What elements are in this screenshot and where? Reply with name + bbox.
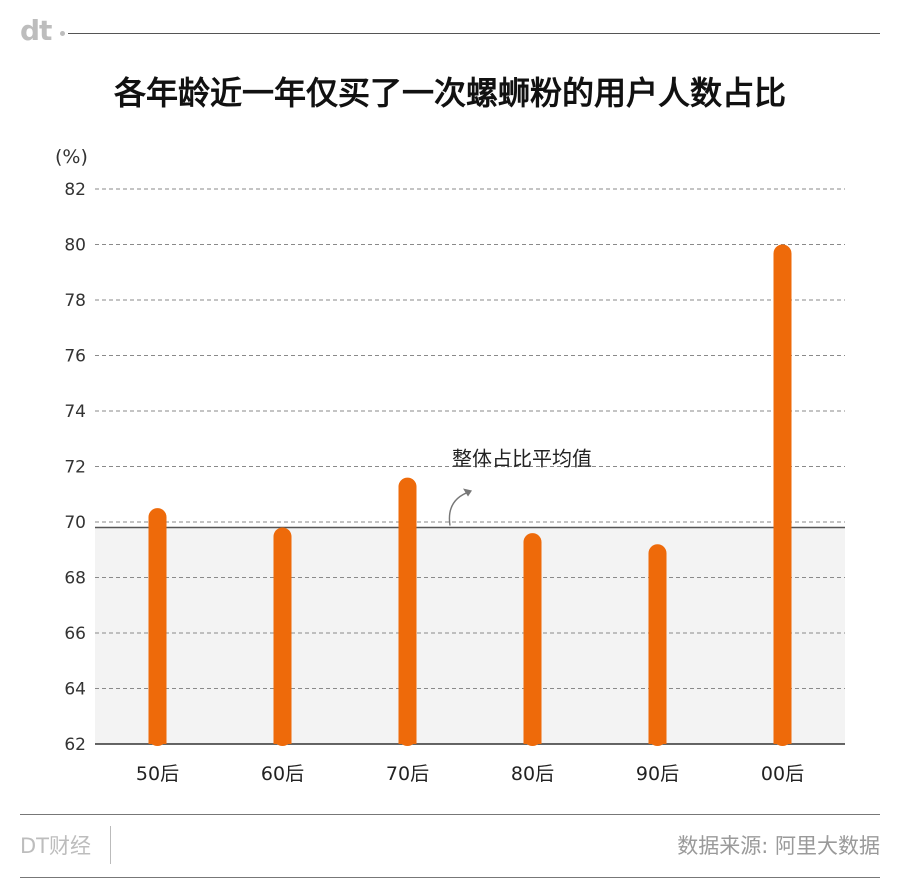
footer-brand: DT财经 [20,834,91,858]
logo-dot [60,31,65,36]
y-axis-ticks: 62 64 66 68 70 72 74 76 78 80 82 [64,180,86,755]
bar-base [773,726,792,744]
bar [148,508,167,746]
x-tick-label: 00后 [761,763,804,785]
page-title: 各年龄近一年仅买了一次螺蛳粉的用户人数占比 [113,74,786,112]
header: dt [0,0,900,60]
bar-chart: 62 64 66 68 70 72 74 76 78 80 82 (%) 50后 60后 70后 80后 9… [55,146,845,785]
data-source: 数据来源: 阿里大数据 [677,834,880,858]
y-tick-label: 80 [64,236,86,256]
bars [148,244,792,746]
y-tick-label: 68 [64,569,86,589]
bar [398,477,417,746]
y-tick-label: 70 [64,513,86,533]
average-band [95,527,845,744]
average-label: 整体占比平均值 [452,447,592,471]
y-tick-label: 74 [64,402,86,422]
x-tick-label: 90后 [636,763,679,785]
x-tick-label: 80后 [511,763,554,785]
bar [648,544,667,746]
footer-divider [110,826,111,864]
bar [523,533,542,746]
dt-logo: dt [20,14,52,47]
average-arrow-icon [448,490,471,526]
average-arrowhead-icon [463,488,472,497]
x-tick-label: 50后 [136,763,179,785]
x-axis-ticks: 50后 60后 70后 80后 90后 00后 [136,763,804,785]
y-tick-label: 66 [64,624,86,644]
x-tick-label: 60后 [261,763,304,785]
y-tick-label: 62 [64,735,86,755]
footer-rule-top [20,814,880,815]
bar [273,527,292,746]
y-tick-label: 76 [64,347,86,367]
bar-base [148,726,167,744]
bar-base [523,726,542,744]
bar-base [398,726,417,744]
y-tick-label: 78 [64,291,86,311]
y-tick-label: 82 [64,180,86,200]
x-tick-label: 70后 [386,763,429,785]
bar-base [273,726,292,744]
header-rule [68,33,880,34]
y-tick-label: 64 [64,680,86,700]
footer-rule-bottom [20,877,880,878]
grid-lines [95,188,845,689]
bar [773,244,792,746]
y-axis-label: (%) [55,146,88,168]
y-tick-label: 72 [64,458,86,478]
bar-base [648,726,667,744]
